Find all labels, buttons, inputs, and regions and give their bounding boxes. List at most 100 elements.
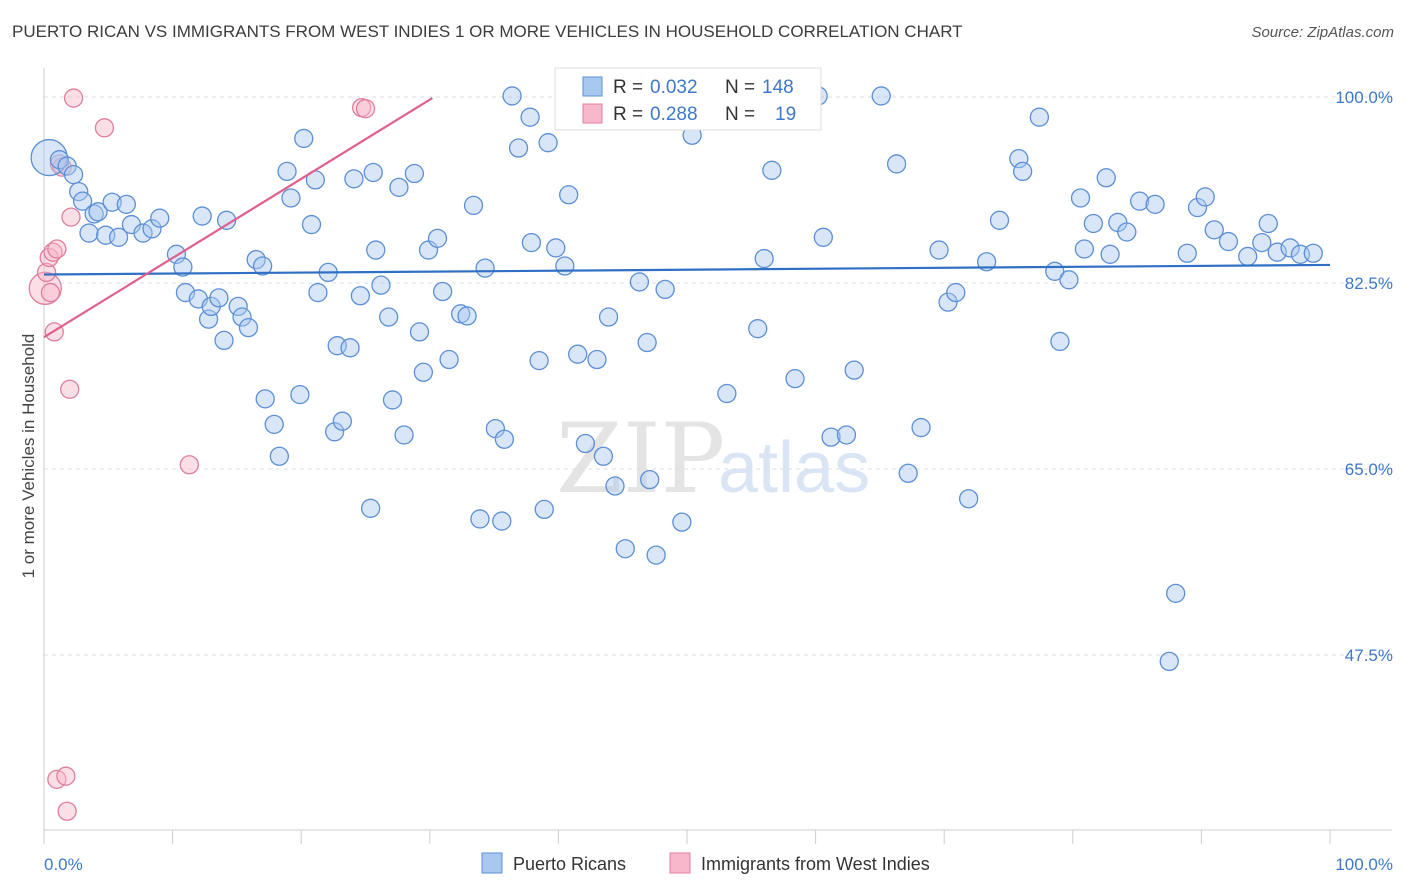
data-point-puerto-rican — [1029, 107, 1050, 127]
data-point-puerto-rican — [871, 86, 891, 106]
data-point-puerto-rican — [575, 433, 596, 454]
data-point-puerto-rican — [1159, 651, 1179, 672]
data-point-puerto-rican — [1280, 238, 1300, 258]
data-point-puerto-rican — [102, 192, 122, 212]
data-point-puerto-rican — [785, 369, 805, 389]
axes — [43, 68, 1392, 844]
data-point-puerto-rican — [587, 349, 607, 370]
data-point-puerto-rican — [508, 138, 529, 158]
data-point-west-indies — [57, 801, 77, 821]
data-point-puerto-rican — [938, 292, 958, 312]
data-point-puerto-rican — [69, 181, 89, 202]
data-point-west-indies — [179, 455, 199, 475]
data-point-west-indies — [28, 271, 62, 305]
data-point-puerto-rican — [1117, 222, 1137, 242]
data-point-puerto-rican — [382, 390, 403, 410]
legend-n-label-2: N = — [725, 104, 755, 125]
data-point-puerto-rican — [958, 489, 979, 509]
data-point-puerto-rican — [63, 164, 84, 185]
tick-labels: 100.0% 82.5% 65.0% 47.5% 0.0% 100.0% — [44, 88, 1393, 874]
data-point-puerto-rican — [492, 511, 512, 531]
data-point-puerto-rican — [142, 219, 162, 239]
data-point-west-indies — [36, 262, 57, 283]
data-point-puerto-rican — [394, 425, 414, 445]
data-point-puerto-rican — [1166, 583, 1186, 604]
data-point-puerto-rican — [108, 227, 129, 247]
data-point-puerto-rican — [640, 469, 660, 490]
series-puerto-ricans — [30, 85, 1323, 672]
bottom-legend-label-blue: Puerto Ricans — [513, 854, 626, 874]
data-point-puerto-rican — [209, 288, 229, 308]
bottom-legend-swatch-pink — [669, 852, 691, 874]
data-point-puerto-rican — [332, 411, 353, 431]
data-point-west-indies — [56, 766, 76, 786]
data-point-puerto-rican — [605, 476, 625, 496]
data-point-west-indies — [355, 99, 376, 119]
data-point-puerto-rican — [133, 223, 153, 243]
data-point-puerto-rican — [281, 188, 301, 208]
data-point-puerto-rican — [1204, 220, 1224, 240]
legend-n-label-1: N = — [725, 77, 755, 98]
bottom-legend-swatch-blue — [481, 852, 503, 874]
data-point-puerto-rican — [754, 248, 774, 269]
data-point-puerto-rican — [173, 257, 193, 277]
data-point-puerto-rican — [344, 169, 364, 189]
data-point-puerto-rican — [559, 185, 579, 205]
data-point-puerto-rican — [520, 107, 540, 127]
data-point-west-indies — [94, 118, 115, 138]
data-point-west-indies — [63, 88, 84, 108]
data-point-puerto-rican — [228, 296, 248, 317]
data-point-puerto-rican — [389, 177, 409, 197]
data-point-puerto-rican — [1012, 161, 1033, 182]
data-point-puerto-rican — [646, 545, 666, 565]
data-point-puerto-rican — [502, 86, 522, 106]
trend-lines — [43, 97, 1331, 339]
legend-box: R = 0.032 N = 148 R = 0.288 N = 19 — [554, 67, 822, 131]
data-point-puerto-rican — [946, 282, 966, 303]
data-point-puerto-rican — [378, 307, 399, 327]
data-point-puerto-rican — [1074, 239, 1095, 259]
data-point-puerto-rican — [1177, 243, 1197, 263]
data-point-puerto-rican — [475, 258, 495, 278]
data-point-west-indies — [47, 239, 67, 259]
data-point-puerto-rican — [717, 383, 737, 404]
data-point-puerto-rican — [976, 252, 997, 272]
data-point-puerto-rican — [214, 330, 234, 351]
legend-r-label-2: R = — [613, 104, 643, 125]
gridlines — [44, 96, 1392, 656]
data-point-puerto-rican — [637, 332, 657, 353]
y-tick-label: 82.5% — [1345, 274, 1393, 293]
data-point-puerto-rican — [598, 307, 619, 327]
data-point-puerto-rican — [427, 228, 448, 249]
data-point-puerto-rican — [1009, 148, 1029, 169]
data-point-puerto-rican — [232, 307, 252, 327]
data-point-puerto-rican — [898, 463, 918, 483]
data-point-puerto-rican — [269, 446, 289, 466]
data-point-puerto-rican — [1238, 246, 1258, 267]
data-point-puerto-rican — [529, 350, 549, 371]
data-point-puerto-rican — [546, 238, 566, 258]
data-point-puerto-rican — [813, 227, 833, 247]
data-point-puerto-rican — [555, 256, 575, 276]
data-point-puerto-rican — [1083, 213, 1104, 234]
data-point-puerto-rican — [463, 195, 484, 216]
watermark-atlas: atlas — [718, 428, 870, 508]
legend-n-value-2: 19 — [775, 104, 796, 125]
data-point-puerto-rican — [534, 499, 554, 520]
legend-n-value-1: 148 — [762, 77, 794, 98]
data-point-puerto-rican — [409, 322, 430, 342]
data-point-west-indies — [61, 207, 81, 227]
data-point-puerto-rican — [404, 163, 425, 184]
data-point-puerto-rican — [1145, 194, 1165, 214]
bottom-legend-label-pink: Immigrants from West Indies — [701, 854, 930, 874]
legend-r-value-2: 0.288 — [650, 104, 698, 125]
data-point-puerto-rican — [629, 272, 650, 292]
data-point-puerto-rican — [1100, 244, 1120, 264]
data-point-puerto-rican — [294, 128, 314, 149]
data-point-puerto-rican — [521, 232, 542, 253]
data-point-puerto-rican — [1059, 270, 1079, 290]
legend-swatch-pink — [582, 103, 603, 124]
data-point-puerto-rican — [457, 306, 477, 326]
y-tick-label: 100.0% — [1335, 88, 1393, 107]
